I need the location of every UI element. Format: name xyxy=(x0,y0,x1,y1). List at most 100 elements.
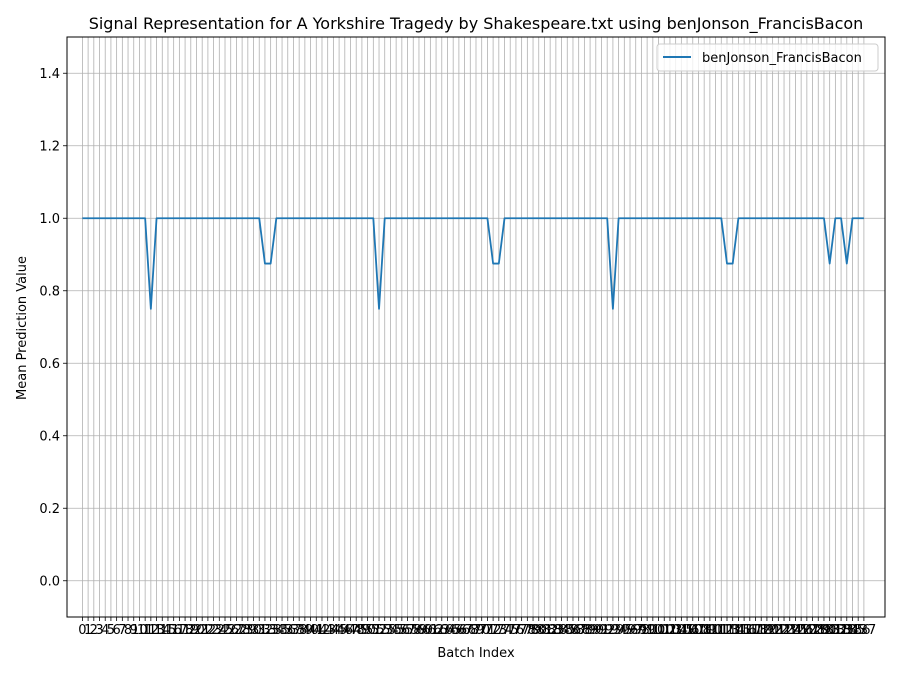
x-tick-label: 73 xyxy=(491,623,508,638)
x-tick-label: 48 xyxy=(348,623,365,638)
x-tick-label: 86 xyxy=(565,623,582,638)
x-tick-label: 55 xyxy=(388,623,405,638)
x-tick-label: 87 xyxy=(570,623,587,638)
x-tick-label: 22 xyxy=(200,623,217,638)
x-tick-label: 19 xyxy=(183,623,200,638)
x-tick-label: 43 xyxy=(319,623,336,638)
x-tick-label: 23 xyxy=(205,623,222,638)
x-tick-label: 127 xyxy=(794,623,819,638)
x-tick-label: 81 xyxy=(536,623,553,638)
x-tick-label: 15 xyxy=(160,623,177,638)
x-tick-label: 79 xyxy=(525,623,542,638)
x-tick-label: 2 xyxy=(90,623,98,638)
x-tick-label: 78 xyxy=(519,623,536,638)
x-tick-label: 129 xyxy=(806,623,831,638)
x-tick-label: 36 xyxy=(279,623,296,638)
legend-label: benJonson_FrancisBacon xyxy=(702,51,862,66)
x-tick-label: 40 xyxy=(302,623,319,638)
x-ticks: 0123456789101112131415161718192021222324… xyxy=(78,617,876,638)
legend: benJonson_FrancisBacon xyxy=(656,43,879,72)
x-tick-label: 42 xyxy=(314,623,331,638)
x-tick-label: 38 xyxy=(291,623,308,638)
x-tick-label: 66 xyxy=(451,623,468,638)
x-tick-label: 103 xyxy=(658,623,683,638)
x-tick-label: 122 xyxy=(766,623,791,638)
x-tick-label: 116 xyxy=(732,623,757,638)
x-tick-label: 7 xyxy=(118,623,126,638)
x-tick-label: 117 xyxy=(737,623,762,638)
x-tick-label: 10 xyxy=(131,623,148,638)
x-tick-label: 76 xyxy=(508,623,525,638)
x-tick-label: 105 xyxy=(669,623,694,638)
x-tick-label: 20 xyxy=(188,623,205,638)
x-tick-label: 41 xyxy=(308,623,325,638)
x-tick-label: 113 xyxy=(715,623,740,638)
y-axis-label: Mean Prediction Value xyxy=(15,256,30,400)
x-tick-label: 118 xyxy=(743,623,768,638)
x-tick-label: 51 xyxy=(365,623,382,638)
series-line xyxy=(82,217,864,310)
x-tick-label: 132 xyxy=(823,623,848,638)
x-axis-label: Batch Index xyxy=(437,646,515,661)
y-tick-label: 0.0 xyxy=(39,574,60,589)
x-tick-label: 62 xyxy=(428,623,445,638)
x-tick-label: 21 xyxy=(194,623,211,638)
x-tick-label: 125 xyxy=(783,623,808,638)
y-tick-label: 0.4 xyxy=(39,429,60,444)
x-tick-label: 35 xyxy=(274,623,291,638)
x-tick-label: 90 xyxy=(588,623,605,638)
x-tick-label: 0 xyxy=(78,623,86,638)
x-tick-label: 134 xyxy=(834,623,859,638)
x-tick-label: 72 xyxy=(485,623,502,638)
x-tick-label: 68 xyxy=(462,623,479,638)
x-tick-label: 47 xyxy=(342,623,359,638)
x-tick-label: 111 xyxy=(703,623,728,638)
x-tick-label: 80 xyxy=(530,623,547,638)
x-tick-label: 104 xyxy=(663,623,688,638)
x-tick-label: 126 xyxy=(789,623,814,638)
x-tick-label: 24 xyxy=(211,623,228,638)
y-tick-label: 1.4 xyxy=(39,67,60,82)
x-tick-label: 58 xyxy=(405,623,422,638)
x-tick-label: 89 xyxy=(582,623,599,638)
legend-box xyxy=(656,43,879,72)
x-tick-label: 88 xyxy=(576,623,593,638)
x-tick-label: 11 xyxy=(137,623,154,638)
x-tick-label: 83 xyxy=(548,623,565,638)
y-ticks: 0.0 0.2 0.4 0.6 0.8 1.0 1.2 1.4 xyxy=(39,67,67,589)
x-tick-label: 5 xyxy=(107,623,115,638)
x-tick-label: 82 xyxy=(542,623,559,638)
x-tick-label: 77 xyxy=(513,623,530,638)
x-tick-label: 25 xyxy=(217,623,234,638)
x-tick-label: 109 xyxy=(692,623,717,638)
x-tick-label: 70 xyxy=(473,623,490,638)
x-tick-label: 39 xyxy=(297,623,314,638)
x-tick-label: 93 xyxy=(605,623,622,638)
x-tick-label: 17 xyxy=(171,623,188,638)
x-tick-label: 28 xyxy=(234,623,251,638)
x-tick-label: 8 xyxy=(124,623,132,638)
x-tick-label: 124 xyxy=(777,623,802,638)
x-tick-label: 102 xyxy=(652,623,677,638)
y-tick-label: 1.2 xyxy=(39,139,60,154)
x-tick-label: 59 xyxy=(411,623,428,638)
x-tick-label: 1 xyxy=(84,623,92,638)
x-tick-label: 67 xyxy=(456,623,473,638)
x-tick-label: 85 xyxy=(559,623,576,638)
x-tick-label: 52 xyxy=(371,623,388,638)
x-tick-label: 121 xyxy=(760,623,785,638)
x-tick-label: 94 xyxy=(610,623,627,638)
x-tick-label: 119 xyxy=(749,623,774,638)
x-tick-label: 75 xyxy=(502,623,519,638)
x-tick-label: 56 xyxy=(394,623,411,638)
x-tick-label: 135 xyxy=(840,623,865,638)
x-tick-label: 120 xyxy=(755,623,780,638)
x-tick-label: 9 xyxy=(130,623,138,638)
y-tick-label: 1.0 xyxy=(39,212,60,227)
x-tick-label: 14 xyxy=(154,623,171,638)
y-tick-label: 0.8 xyxy=(39,284,60,299)
x-tick-label: 26 xyxy=(222,623,239,638)
x-tick-label: 53 xyxy=(376,623,393,638)
